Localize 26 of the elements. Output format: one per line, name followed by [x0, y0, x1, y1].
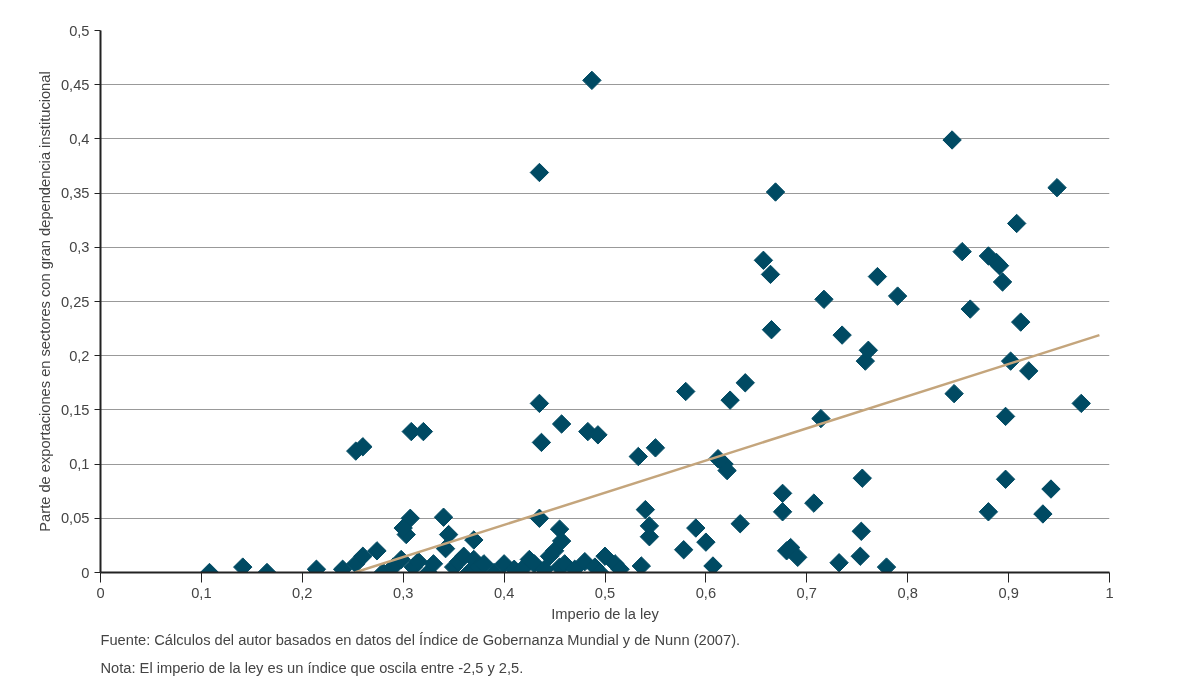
y-tick-label: 0,35: [60, 185, 90, 202]
y-tick-label: 0,1: [69, 456, 90, 473]
x-tick-label: 1: [1105, 584, 1114, 601]
x-tick-label: 0,4: [493, 584, 515, 601]
source-note: Fuente: Cálculos del autor basados en datos del Índice de Gobernanza Mundial y de Nunn (2007).: [100, 631, 741, 648]
x-tick-label: 0,8: [897, 584, 918, 601]
x-tick-label: 0,5: [594, 584, 616, 601]
y-tick-label: 0,15: [60, 401, 90, 418]
y-axis-title: Parte de exportaciones en sectores con gran dependencia institucional: [36, 71, 53, 532]
y-tick-label: 0,3: [69, 239, 90, 256]
x-tick-label: 0,3: [393, 584, 414, 601]
y-tick-label: 0: [81, 564, 90, 581]
y-tick-label: 0,5: [69, 22, 90, 39]
y-tick-label: 0,05: [60, 510, 90, 527]
x-tick-label: 0,2: [292, 584, 313, 601]
x-tick-label: 0,1: [191, 584, 212, 601]
y-tick-label: 0,4: [69, 130, 90, 147]
x-axis-title: Imperio de la ley: [551, 605, 660, 622]
y-tick-label: 0,2: [69, 347, 90, 364]
x-tick-label: 0,9: [998, 584, 1019, 601]
x-tick-label: 0: [96, 584, 105, 601]
x-tick-label: 0,7: [796, 584, 817, 601]
text: Nota: El imperio de la ley es un índice que oscila entre -2,5 y 2,5.: [100, 659, 524, 676]
y-tick-label: 0,25: [60, 293, 90, 310]
x-tick-label: 0,6: [695, 584, 717, 601]
y-tick-label: 0,45: [60, 76, 90, 93]
